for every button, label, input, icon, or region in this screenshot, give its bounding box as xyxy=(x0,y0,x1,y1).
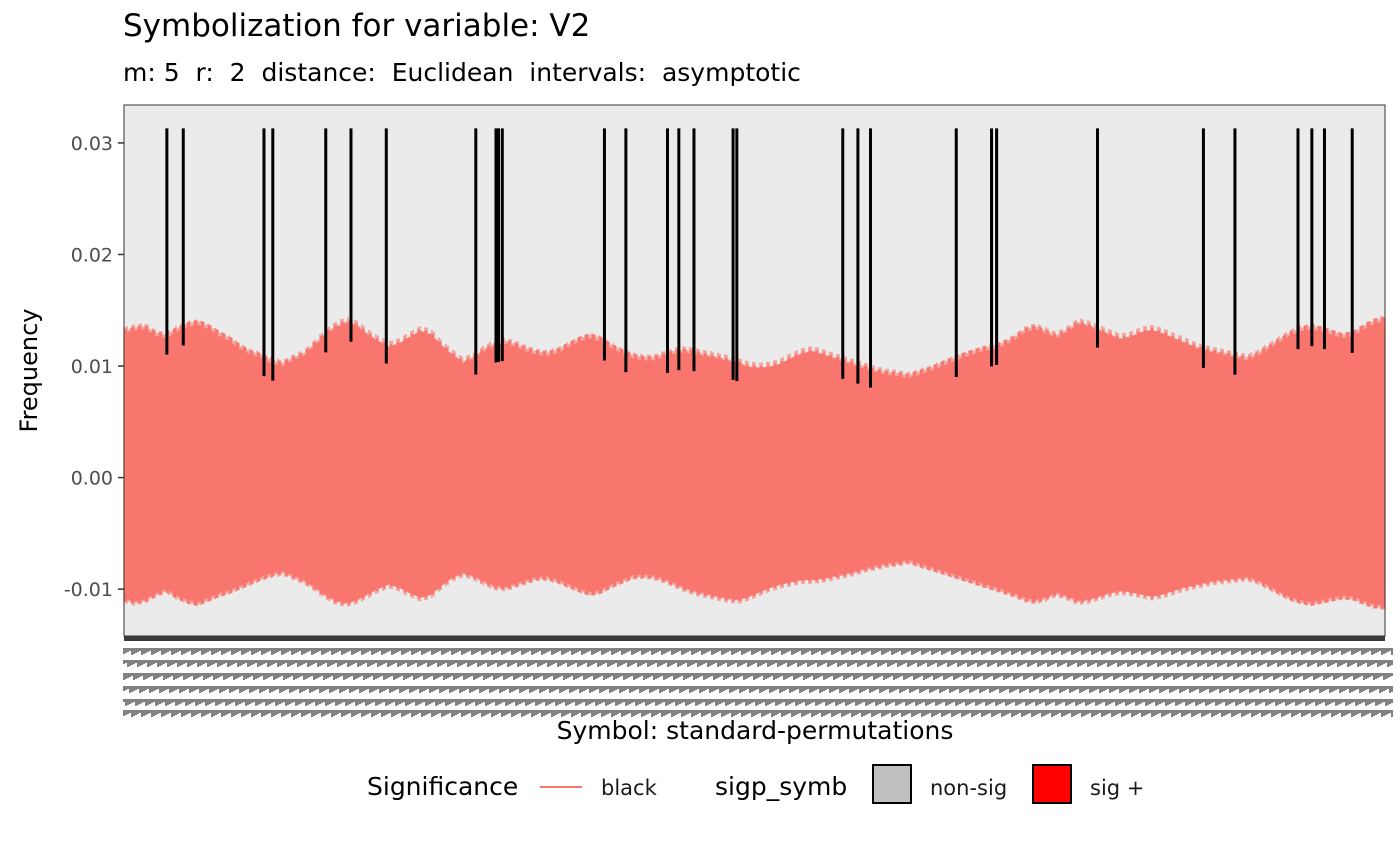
y-tick-label: 0.01 xyxy=(71,356,113,378)
spike-layer xyxy=(165,128,1354,388)
x-tick-marks xyxy=(124,636,1385,641)
x-tick-label-row xyxy=(123,699,1393,706)
legend-significance-item: black xyxy=(601,776,657,800)
y-axis: -0.01 0.00 0.01 0.02 0.03 xyxy=(64,133,124,601)
y-tick-label: -0.01 xyxy=(64,579,113,601)
legend: Significance black sigp_symb non-sig sig… xyxy=(0,760,1400,820)
plot-panel-border xyxy=(123,104,1386,637)
x-tick-label-row xyxy=(123,660,1393,667)
legend-non-sig-swatch xyxy=(872,764,912,804)
legend-sigp-title: sigp_symb xyxy=(715,772,848,801)
chart-subtitle: m: 5 r: 2 distance: Euclidean intervals:… xyxy=(123,58,801,87)
legend-sig-plus-swatch xyxy=(1032,764,1072,804)
legend-significance-title: Significance xyxy=(367,772,519,801)
legend-line-key xyxy=(540,786,582,788)
chart-area: -0.01 0.00 0.01 0.02 0.03 Frequency Symbol: … xyxy=(15,104,1393,745)
x-tick-label-row xyxy=(123,710,1393,717)
legend-sig-plus-label: sig + xyxy=(1090,776,1145,800)
x-axis-label: Symbol: standard-permutations xyxy=(557,716,954,745)
y-tick-label: 0.03 xyxy=(71,133,113,155)
y-tick-label: 0.02 xyxy=(71,244,113,266)
chart-title: Symbolization for variable: V2 xyxy=(123,8,591,44)
x-tick-label-row xyxy=(123,673,1393,680)
y-tick-label: 0.00 xyxy=(71,468,113,490)
legend-non-sig-label: non-sig xyxy=(930,776,1008,800)
x-tick-label-row xyxy=(123,686,1393,693)
y-axis-label: Frequency xyxy=(15,309,43,433)
x-tick-label-layer xyxy=(123,636,1393,717)
x-tick-label-row xyxy=(123,648,1393,655)
